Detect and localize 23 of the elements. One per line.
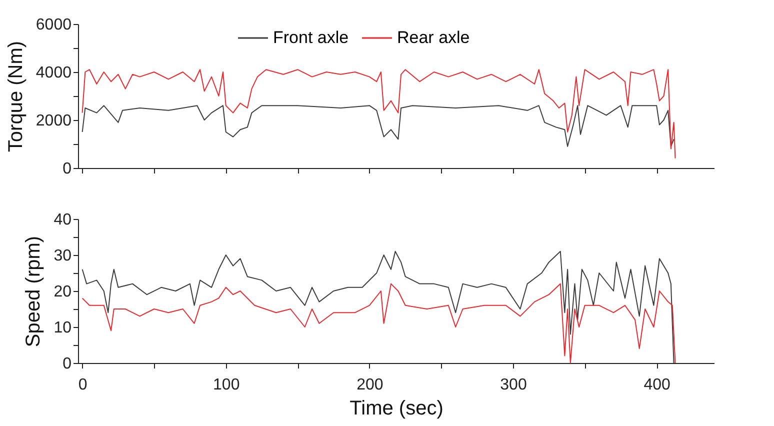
legend-label: Rear axle [397, 28, 470, 47]
x-tick-label: 100 [213, 376, 240, 394]
line-series [82, 250, 674, 364]
x-tick-label: 300 [500, 376, 527, 394]
line-series [82, 69, 676, 159]
y-tick-label: 0 [62, 356, 72, 372]
x-tick-label: 0 [78, 376, 88, 394]
y-axis-title: Torque (Nm) [4, 40, 27, 152]
y-tick-label: 0 [62, 160, 72, 178]
x-axis-title: Time (sec) [350, 398, 444, 420]
legend-label: Front axle [273, 28, 349, 47]
line-series [82, 283, 676, 364]
y-tick-label: 40 [54, 212, 72, 228]
y-tick-label: 10 [54, 320, 72, 336]
y-tick-label: 6000 [36, 16, 72, 34]
y-axis-title: Speed (rpm) [22, 236, 45, 348]
y-tick-label: 20 [54, 284, 72, 300]
y-tick-label: 30 [54, 248, 72, 264]
line-series [82, 105, 674, 147]
x-tick-label: 400 [644, 376, 671, 394]
y-tick-label: 2000 [36, 112, 72, 130]
x-tick-label: 200 [356, 376, 384, 394]
y-tick-label: 4000 [36, 64, 72, 82]
